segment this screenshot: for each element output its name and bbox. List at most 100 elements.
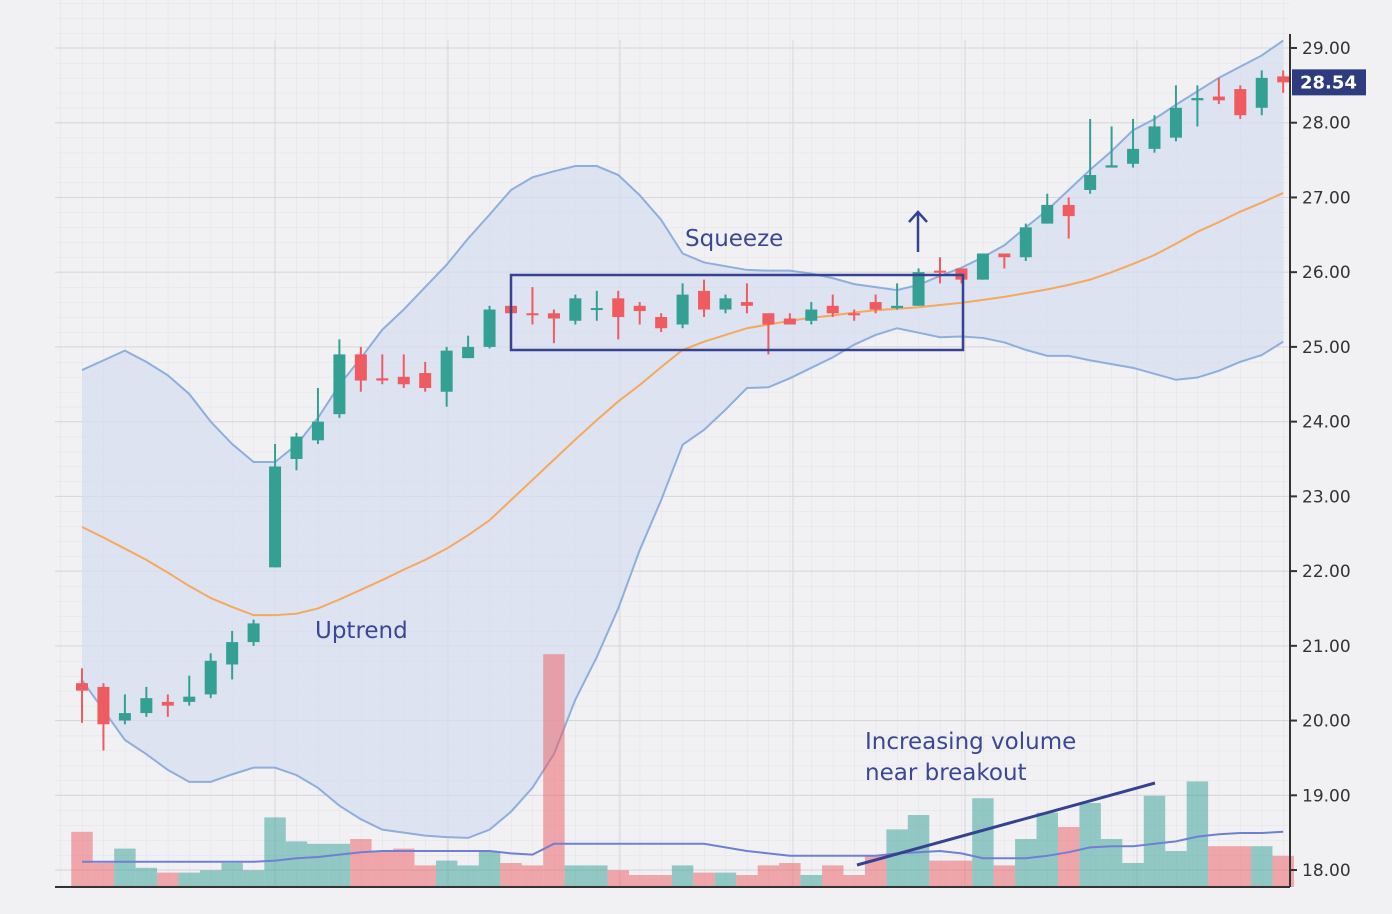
candle-body: [1019, 227, 1032, 258]
candle-body: [1234, 89, 1247, 116]
y-tick-label: 18.00: [1302, 861, 1351, 881]
candle-body: [226, 642, 239, 665]
candle-body: [1191, 98, 1204, 101]
volume-bar: [1165, 851, 1187, 887]
y-tick-label: 20.00: [1302, 712, 1351, 732]
volume-bar: [414, 865, 436, 887]
volume-bar: [135, 867, 158, 887]
volume-bar: [371, 851, 394, 887]
annotation: Squeeze: [685, 226, 783, 252]
volume-bar: [221, 863, 243, 887]
volume-bar: [993, 865, 1016, 887]
candle-body: [698, 290, 711, 310]
volume-bar: [1229, 846, 1252, 887]
candle-body: [976, 253, 989, 280]
volume-bar: [693, 872, 715, 887]
volume-bar: [521, 865, 544, 887]
volume-bar: [1251, 846, 1273, 887]
volume-bar: [500, 863, 522, 887]
volume-bar: [157, 872, 179, 887]
candle-body: [76, 683, 88, 691]
volume-bar: [650, 875, 672, 887]
candle-body: [354, 354, 367, 381]
candle-body: [719, 298, 732, 310]
candle-body: [590, 308, 603, 311]
upper-band: [81, 39, 1284, 463]
candle-body: [805, 309, 818, 321]
candle-body: [1041, 204, 1054, 224]
volume-bar: [714, 872, 737, 887]
y-tick-label: 23.00: [1302, 487, 1351, 507]
volume-bar: [1122, 863, 1144, 887]
y-tick-label: 19.00: [1302, 786, 1351, 806]
volume-bar: [1079, 803, 1101, 887]
volume-bar: [564, 865, 587, 887]
candle-body: [1169, 107, 1182, 138]
volume-bar: [1036, 812, 1058, 887]
volume-bar: [779, 863, 801, 887]
candle-body: [1148, 126, 1161, 149]
volume-bar: [543, 654, 565, 887]
candle-body: [612, 298, 625, 318]
candle-body: [247, 623, 260, 643]
volume-bar: [843, 875, 865, 887]
candle-body: [1255, 77, 1268, 108]
candle-body: [1105, 165, 1118, 168]
y-tick-label: 21.00: [1302, 637, 1351, 657]
annotation: Uptrend: [315, 618, 408, 644]
volume-bar: [1057, 827, 1080, 887]
price-tag-label: 28.54: [1300, 72, 1357, 93]
candle-body: [419, 373, 432, 389]
volume-bar: [264, 817, 286, 887]
volume-bar: [628, 875, 651, 887]
candle-body: [547, 313, 560, 319]
volume-bar: [92, 863, 115, 887]
volume-bar: [242, 870, 265, 887]
price-tag: 28.54: [1292, 69, 1366, 96]
volume-bar: [907, 815, 930, 887]
candle-body: [376, 378, 389, 381]
price-tag-box: [1292, 69, 1366, 96]
volume-bar: [71, 831, 93, 887]
volume-bar: [307, 843, 329, 887]
candle-body: [118, 713, 131, 721]
candle-body: [655, 317, 668, 329]
candle-body: [397, 376, 410, 385]
volume-bar: [757, 865, 780, 887]
candle-body: [569, 298, 582, 321]
y-tick-label: 29.00: [1302, 39, 1351, 59]
candle-body: [848, 313, 861, 316]
volume-bar: [822, 865, 844, 887]
volume-bar: [864, 855, 887, 887]
y-tick-label: 24.00: [1302, 413, 1351, 433]
candle-body: [740, 302, 753, 306]
candle-body: [1084, 175, 1097, 190]
volume-bar: [350, 839, 372, 887]
volume-bar: [972, 798, 994, 887]
volume-bar: [199, 870, 222, 887]
y-tick-label: 26.00: [1302, 263, 1351, 283]
y-tick-label: 22.00: [1302, 562, 1351, 582]
candle-body: [440, 350, 453, 392]
annotation: Increasing volume: [865, 729, 1076, 755]
y-tick-label: 28.00: [1302, 114, 1351, 134]
volume-bar: [285, 841, 308, 887]
candle-body: [826, 305, 839, 314]
volume-bar: [1100, 839, 1123, 887]
annotations: Uptrend Squeeze Increasing volume near b…: [315, 210, 1156, 867]
candle-body: [762, 313, 775, 325]
candle-body: [290, 436, 303, 459]
candle-body: [934, 270, 946, 273]
candle-body: [526, 313, 539, 316]
volume-bar: [435, 860, 458, 887]
lower-band: [81, 327, 1284, 839]
candles: [76, 70, 1290, 751]
volume-bar: [586, 865, 608, 887]
annotation: near breakout: [865, 760, 1027, 786]
candle-body: [1127, 148, 1140, 164]
candle-body: [891, 305, 904, 309]
volume-bar: [607, 870, 629, 887]
squeeze-box: [509, 273, 965, 352]
